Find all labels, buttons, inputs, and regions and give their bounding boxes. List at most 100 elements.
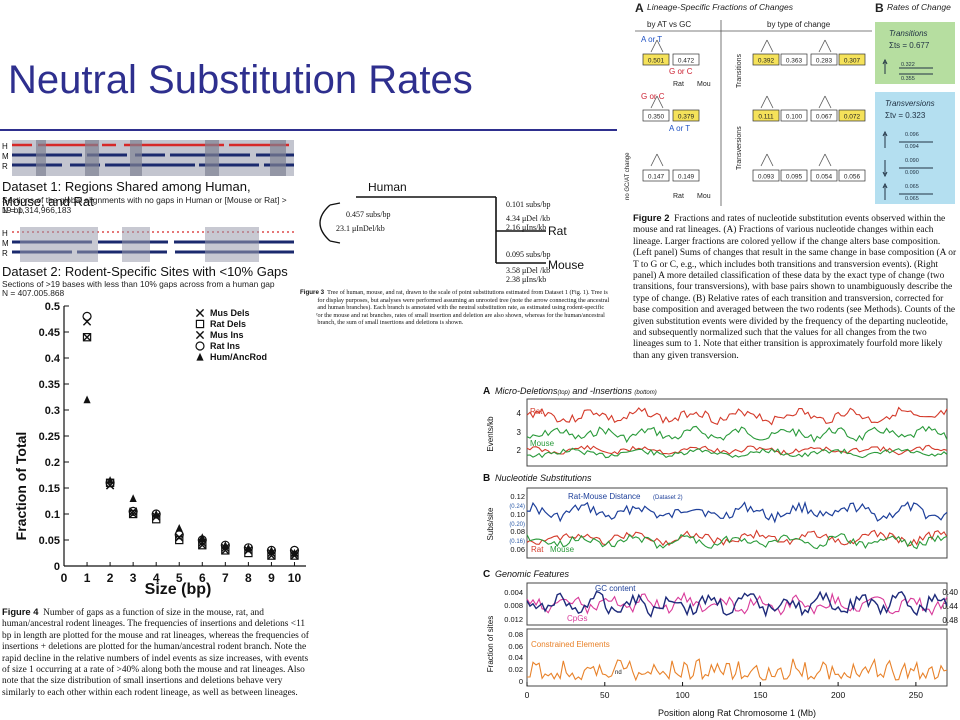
y-tick-label: 0.15 <box>39 483 60 495</box>
tv-rate-3: 0.090 <box>905 158 919 164</box>
legend-label: Rat Ins <box>210 341 240 351</box>
constrained-elements-line <box>527 657 948 682</box>
fig2-value: 0.392 <box>758 58 775 65</box>
chromo-c-gc: GC content <box>595 584 636 593</box>
chromo-c-btick-3: 0.02 <box>508 665 523 674</box>
chromo-a-ytick-4: 4 <box>517 409 522 418</box>
fig2-value-box <box>672 109 700 122</box>
fig2-transitions-side: Transitions <box>736 54 743 88</box>
y-tick-label: 0 <box>54 561 60 573</box>
tree-node-mouse: Mouse <box>548 258 584 272</box>
fig2-g-or-c-2: G or C <box>641 92 665 101</box>
fig2-value: 0.149 <box>678 174 695 181</box>
data-point <box>106 476 114 484</box>
fig2-value-box <box>672 169 700 182</box>
chromo-c-title: Genomic Features <box>495 569 570 579</box>
figure4-label: Figure 4 <box>2 606 39 617</box>
transversions-label: Transversions <box>885 99 935 108</box>
fig2-boxes: 0.501 0.472 0.350 0.379 0.147 0.149 0.392 0.363… <box>642 39 866 182</box>
fig2-value-box <box>810 169 838 182</box>
chromo-a-top: (top) <box>558 390 570 396</box>
mouse-deletion-line <box>526 425 948 444</box>
fig2-value: 0.472 <box>678 58 695 65</box>
chromo-a-ylabel: Events/kb <box>486 416 495 452</box>
y-tick-label: 0.5 <box>45 301 60 313</box>
fig2-value-box <box>752 53 780 66</box>
figure2-panel: A Lineage-Specific Fractions of Changes … <box>617 0 960 380</box>
chromo-a-title-main: Micro-Deletions <box>495 386 558 396</box>
fig2-no-gc-at: no GC/AT change <box>625 152 631 200</box>
chromo-b-ytick-3: 0.06 <box>510 545 525 554</box>
rat-deletion-line <box>526 406 948 426</box>
fig2-value-box <box>810 109 838 122</box>
ds2-row-label-r: R <box>2 249 8 258</box>
ds2-alignment: H M R <box>2 227 294 262</box>
chromo-b-ds2: (Dataset 2) <box>653 495 683 501</box>
legend-label: Mus Dels <box>210 308 250 318</box>
data-point <box>82 332 92 342</box>
x-tick-label: 2 <box>107 571 114 585</box>
chromo-b-rat: Rat <box>531 545 544 554</box>
transitions-sum: Σts = 0.677 <box>889 41 930 50</box>
data-point <box>83 395 91 404</box>
fig2-value-box <box>752 169 780 182</box>
fig2-value: 0.111 <box>758 114 774 121</box>
tv-rate-2: 0.094 <box>905 144 919 150</box>
tv-rate-5: 0.065 <box>905 184 919 190</box>
fig2-value-box <box>780 53 808 66</box>
data-point <box>195 341 205 351</box>
figure2-text: Fractions and rates of nucleotide substi… <box>633 214 957 361</box>
gap-size-chart: Fraction of Total Size (bp) 0 0.05 0.1 0.15… <box>13 301 306 598</box>
rat-mouse-distance-line <box>526 500 948 524</box>
chromo-x-tick-label: 200 <box>831 690 845 700</box>
fig2-branch <box>650 95 664 109</box>
x-tick-label: 7 <box>222 571 229 585</box>
tree-node-human: Human <box>368 183 407 194</box>
series-rat-dels <box>82 332 299 560</box>
ds1-count: N = 1,314,966,183 <box>2 205 72 215</box>
rat-del-rate: 4.34 μDel /kb <box>506 214 550 223</box>
chromo-b-mouse: Mouse <box>550 545 575 554</box>
fig2-transversions-side: Transversions <box>736 126 743 170</box>
data-point <box>129 507 138 516</box>
data-point <box>129 494 137 502</box>
rat-ins-rate: 2.16 μIns/kb <box>506 223 546 232</box>
fig2-value-box <box>838 109 866 122</box>
x-tick-label: 4 <box>153 571 160 585</box>
fig2-value-box <box>810 53 838 66</box>
y-tick-label: 0.1 <box>45 509 60 521</box>
fig2-branch <box>818 153 832 167</box>
chromo-a-ytick-2: 2 <box>517 446 522 455</box>
y-tick-label: 0.25 <box>39 431 60 443</box>
figure4-panel: Fraction of Total Size (bp) 0 0.05 0.1 0.15… <box>0 296 316 720</box>
fig2-by-type: by type of change <box>767 20 831 29</box>
chromo-c-ylabel: Fraction of sites <box>486 616 495 672</box>
data-point <box>175 533 184 542</box>
data-point <box>128 506 138 516</box>
y-axis-label: Fraction of Total <box>13 432 29 541</box>
chromosome-tracks: A Micro-Deletions(top) and -Insertions (… <box>483 386 959 718</box>
chromo-c-constrained: Constrained Elements <box>531 640 610 649</box>
chromo-x-tick-label: 250 <box>909 690 923 700</box>
fig2-branch <box>760 39 774 53</box>
data-point <box>221 541 229 549</box>
chromo-c-rtick-0: 0.40 <box>942 588 958 597</box>
data-point <box>175 523 183 532</box>
fig2-g-or-c: G or C <box>669 67 693 76</box>
legend-label: Rat Dels <box>210 319 246 329</box>
chromo-c-ytick-1: 0.008 <box>504 601 523 610</box>
cpg-line <box>526 591 948 616</box>
x-axis-label: Size (bp) <box>145 581 212 598</box>
data-point <box>198 541 207 550</box>
data-point <box>290 548 299 557</box>
chromo-c-nd: nd <box>615 670 622 676</box>
fig2-a-or-t: A or T <box>641 35 662 44</box>
ts-rate-1: 0.322 <box>901 62 915 68</box>
fig2-value: 0.379 <box>678 114 695 121</box>
fig2-value-box <box>642 169 670 182</box>
phylogenetic-tree: Human Rat Mouse 0.457 subs/bp 23.1 μInDe… <box>319 183 584 284</box>
ds2-row-label-h: H <box>2 229 8 238</box>
transitions-label: Transitions <box>889 29 928 38</box>
data-point <box>196 352 204 361</box>
